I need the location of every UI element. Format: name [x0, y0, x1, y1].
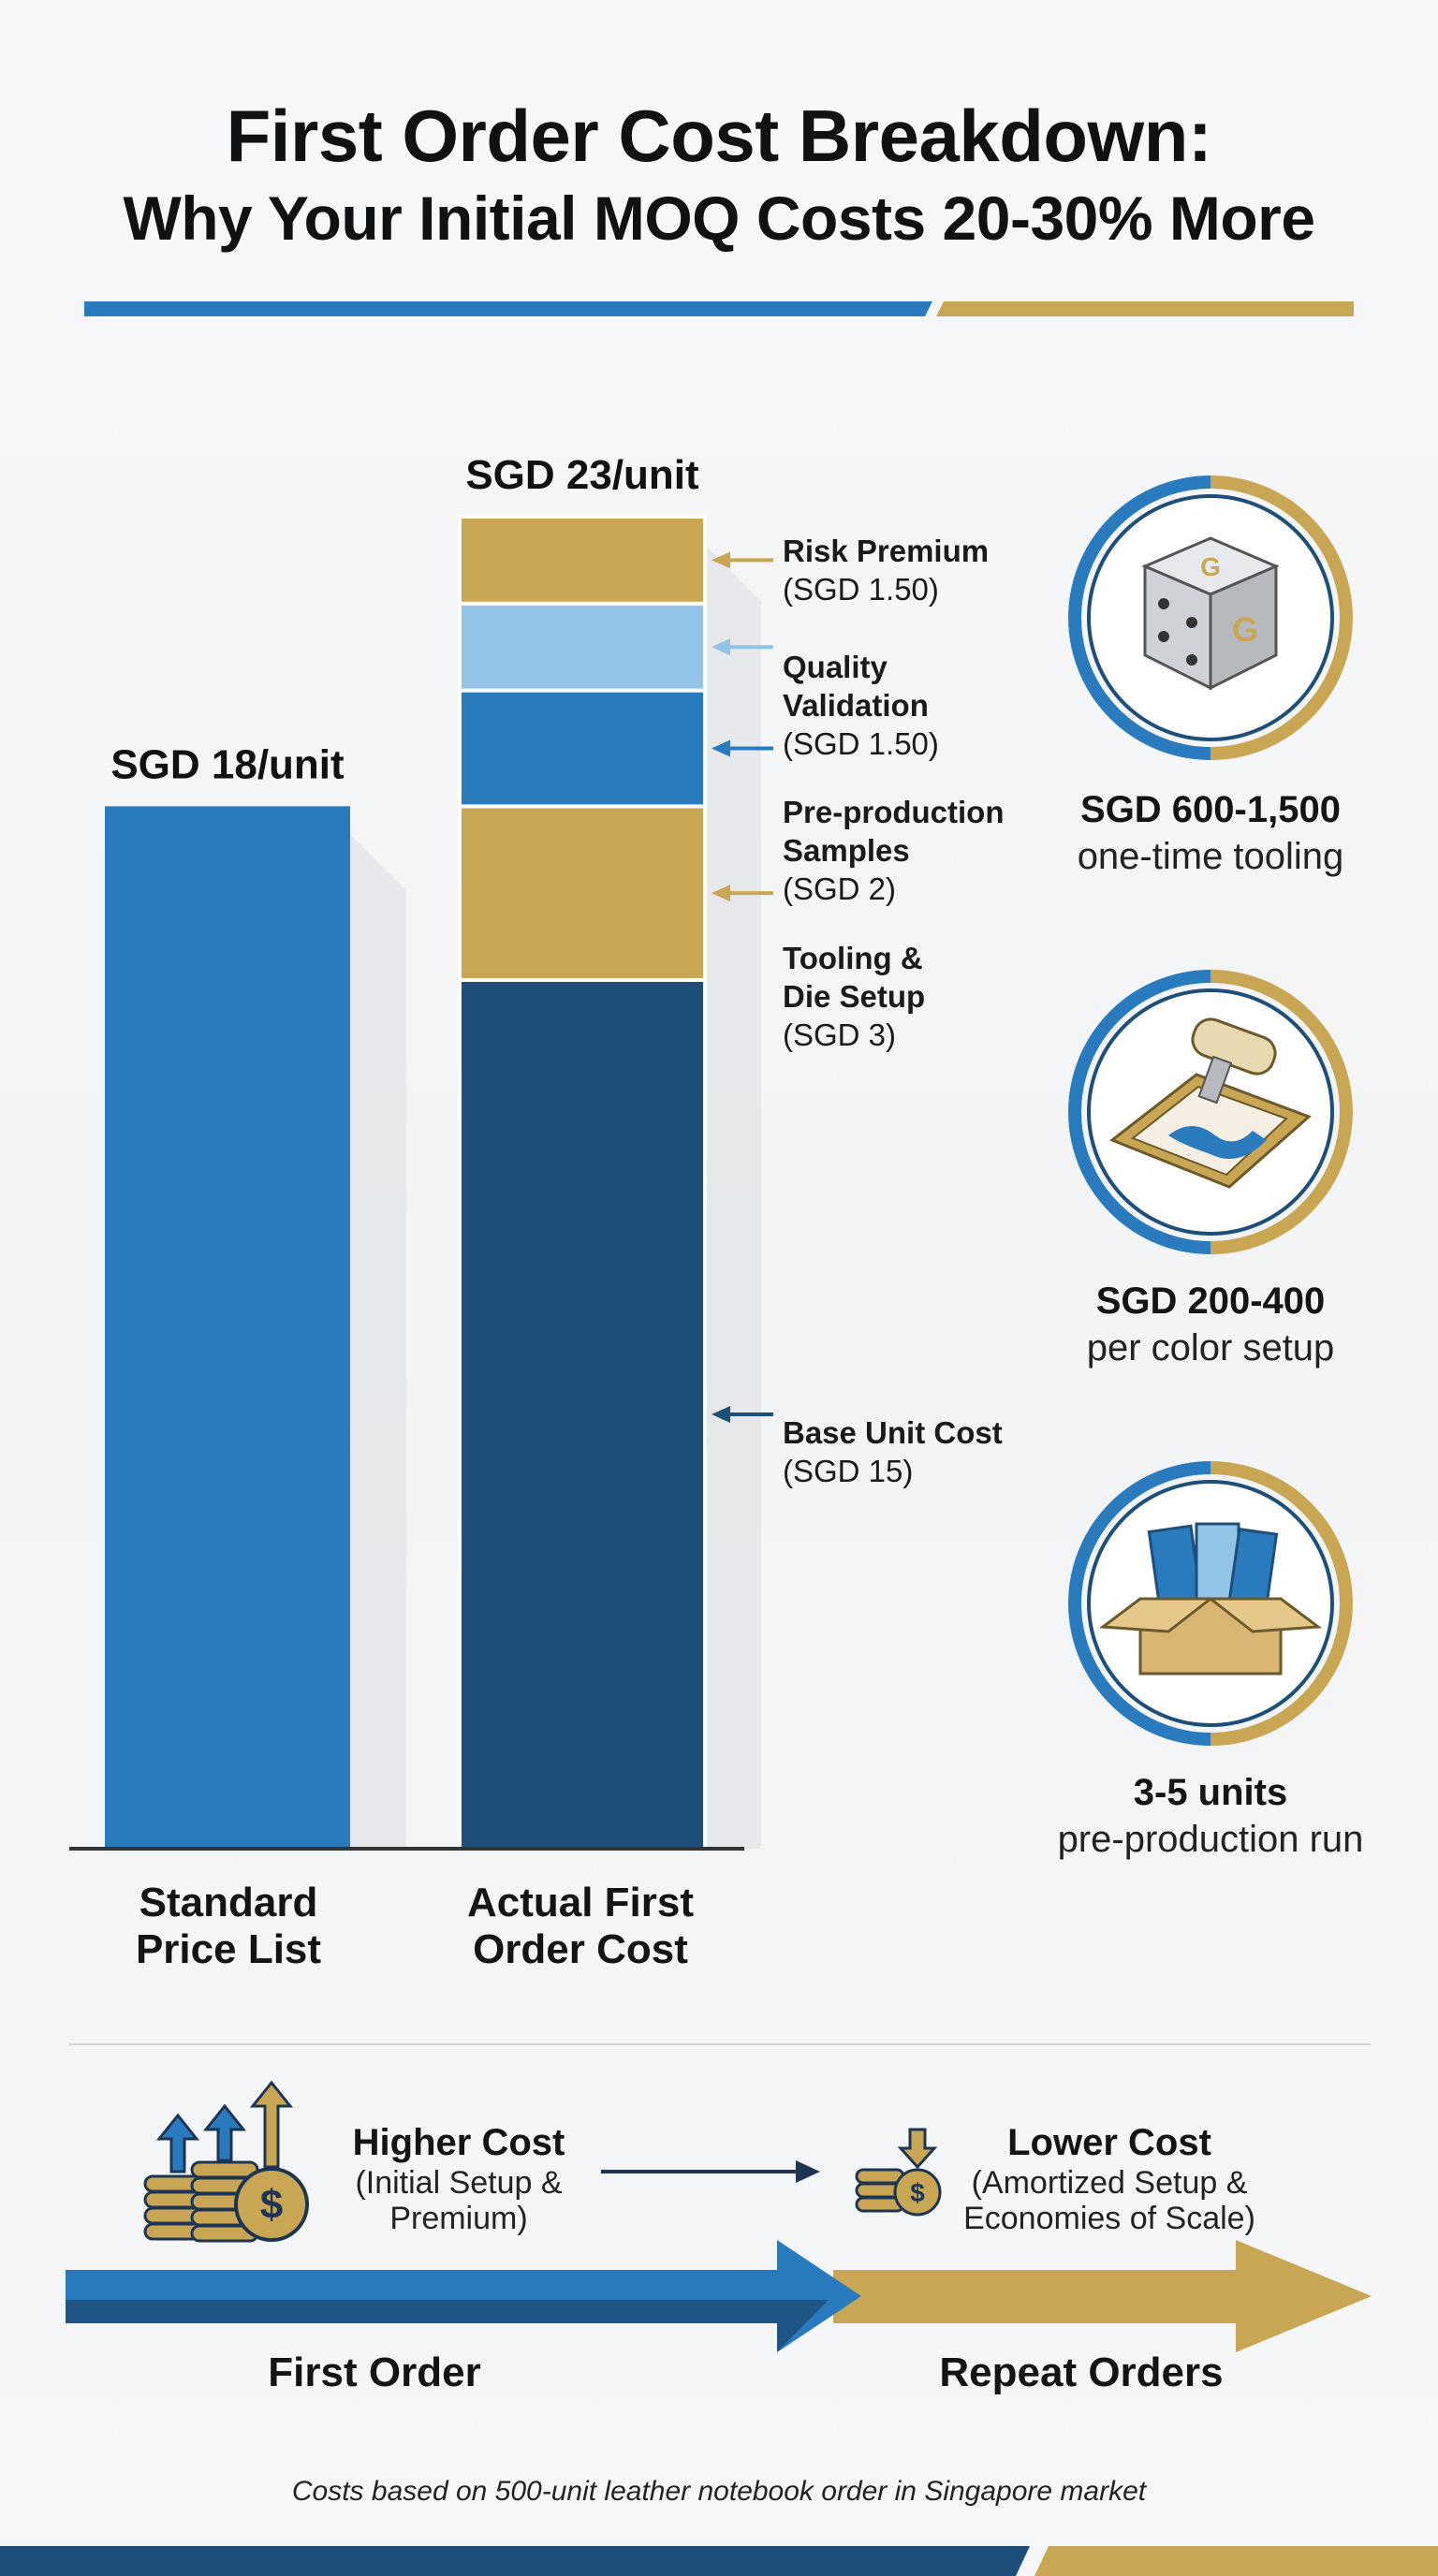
bar-segment-standard-price [105, 806, 350, 1849]
annotation-arrowhead [712, 551, 730, 569]
annotation-arrowhead [712, 885, 730, 902]
stat-tooling: SGD 600-1,500 one-time tooling [1023, 786, 1398, 880]
higher-cost-block: Higher Cost (Initial Setup & Premium) [332, 2120, 585, 2236]
dice-icon: G G [1068, 476, 1353, 760]
first-order-arrow [66, 2240, 861, 2352]
lower-cost-title: Lower Cost [1007, 2122, 1211, 2163]
x-label-line: Actual First [466, 1880, 695, 1925]
sample-box-icon [1068, 1461, 1353, 1746]
higher-cost-desc: (Initial Setup & [355, 2165, 563, 2201]
coins-arrows-up-icon: $ [143, 2080, 309, 2243]
x-label-line: Price List [135, 1926, 322, 1972]
annotation-value: (SGD 3) [783, 1017, 897, 1052]
transition-arrow-icon [601, 2160, 820, 2183]
x-label-line: Order Cost [473, 1926, 688, 1972]
svg-text:$: $ [260, 2182, 283, 2228]
bar-segment-risk-premium [458, 515, 707, 606]
stat-value: SGD 200-400 [1095, 1281, 1326, 1322]
order-progress-arrows [66, 2240, 1372, 2352]
annotation-label: Risk Premium [783, 534, 990, 568]
bar-segment-pre-production-samples [458, 688, 707, 809]
lower-cost-block: Lower Cost (Amortized Setup & Economies … [946, 2120, 1273, 2236]
higher-cost-title: Higher Cost [352, 2122, 565, 2163]
lower-cost-desc: (Amortized Setup & [971, 2165, 1248, 2201]
bar-total-label: SGD 18/unit [110, 741, 345, 787]
stat-color-setup: SGD 200-400 per color setup [1023, 1278, 1398, 1371]
annotation-pre-production-samples: Pre-production Samples (SGD 2) [783, 793, 1026, 908]
repeat-orders-label: Repeat Orders [939, 2349, 1224, 2395]
svg-text:G: G [1232, 610, 1258, 649]
coins-arrow-down-icon: $ [855, 2128, 942, 2217]
stat-label: one-time tooling [1077, 836, 1344, 877]
stat-pre-production-run: 3-5 units pre-production run [1023, 1769, 1398, 1863]
annotation-arrowhead [712, 739, 730, 757]
annotation-label: Quality Validation [783, 650, 929, 723]
footnote: Costs based on 500-unit leather notebook… [291, 2476, 1147, 2507]
svg-text:$: $ [910, 2178, 925, 2207]
bar-segment-base-unit-cost [458, 977, 707, 1851]
annotation-arrowhead [712, 638, 730, 656]
page-subtitle: Why Your Initial MOQ Costs 20-30% More [123, 183, 1315, 253]
annotation-risk-premium: Risk Premium (SGD 1.50) [783, 532, 1026, 608]
page-title: First Order Cost Breakdown: [226, 95, 1212, 177]
annotation-value: (SGD 15) [783, 1454, 914, 1488]
repeat-orders-arrow [833, 2240, 1372, 2352]
x-label-standard-price-list: Standard Price List [88, 1880, 369, 1973]
annotation-quality-validation: Quality Validation (SGD 1.50) [783, 648, 970, 763]
bar-segment-tooling-die-setup [458, 804, 707, 982]
stat-label: per color setup [1086, 1327, 1335, 1368]
annotation-value: (SGD 1.50) [783, 572, 939, 607]
bottom-accent-stripe [0, 2546, 1438, 2576]
higher-cost-desc: Premium) [389, 2201, 528, 2236]
bar-shadow [350, 834, 406, 1849]
lower-cost-desc: Economies of Scale) [963, 2201, 1255, 2236]
bar-segment-quality-validation [458, 601, 707, 693]
annotation-value: (SGD 1.50) [783, 726, 939, 761]
stat-label: pre-production run [1057, 1819, 1364, 1860]
annotation-label: Pre-production Samples [783, 795, 1005, 868]
cost-bar-chart: SGD 18/unit SGD 23/unit [69, 452, 773, 1851]
annotation-arrowhead [712, 1405, 730, 1423]
annotation-tooling-die-setup: Tooling & Die Setup (SGD 3) [783, 939, 970, 1054]
section-divider [69, 2043, 1371, 2045]
first-order-label: First Order [268, 2349, 481, 2395]
annotation-base-unit-cost: Base Unit Cost (SGD 15) [783, 1413, 1026, 1490]
annotation-label: Base Unit Cost [783, 1415, 1003, 1450]
svg-text:G: G [1200, 552, 1221, 581]
top-accent-stripe [84, 301, 1354, 316]
stat-value: SGD 600-1,500 [1080, 789, 1341, 830]
x-label-line: Standard [139, 1880, 318, 1925]
screen-print-icon [1068, 970, 1353, 1254]
x-label-actual-first-order-cost: Actual First Order Cost [440, 1880, 721, 1973]
annotation-value: (SGD 2) [783, 871, 897, 906]
annotation-label: Tooling & Die Setup [783, 941, 926, 1014]
bar-total-label: SGD 23/unit [465, 452, 699, 498]
bar-shadow [705, 545, 761, 1849]
stat-value: 3-5 units [1133, 1772, 1288, 1813]
